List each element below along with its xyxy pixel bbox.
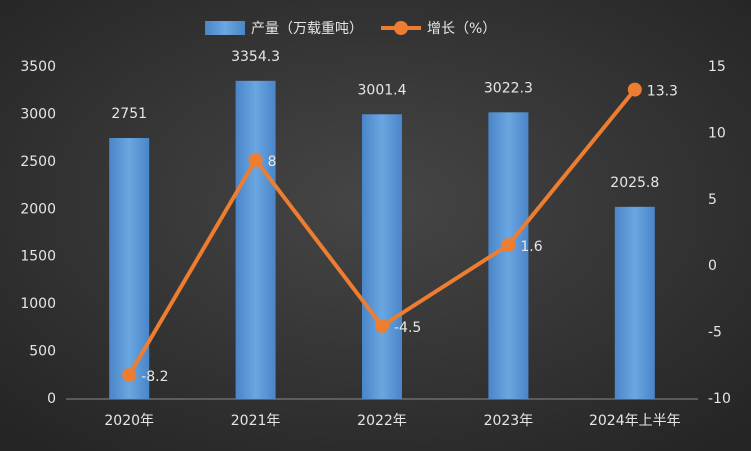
y-tick-label: 2000 xyxy=(20,201,56,217)
bar-value-label: 3354.3 xyxy=(231,49,280,65)
x-tick-label: 2024年上半年 xyxy=(589,413,681,429)
y2-tick-label: 15 xyxy=(708,59,726,75)
legend-label: 增长（%） xyxy=(427,21,496,37)
legend-marker xyxy=(394,21,408,35)
bar xyxy=(235,80,276,400)
bar xyxy=(362,114,402,399)
y-tick-label: 0 xyxy=(47,391,56,407)
line-value-label: 13.3 xyxy=(647,84,678,100)
line-value-label: -8.2 xyxy=(141,369,168,385)
x-tick-label: 2022年 xyxy=(357,413,407,429)
bar-value-label: 2025.8 xyxy=(610,175,659,191)
y-tick-label: 3500 xyxy=(20,59,56,75)
y-tick-label: 500 xyxy=(29,344,56,360)
x-tick-label: 2020年 xyxy=(104,413,154,429)
legend-swatch xyxy=(205,21,245,35)
y-tick-label: 3000 xyxy=(20,106,56,122)
bar-value-label: 3022.3 xyxy=(484,80,533,96)
line-marker xyxy=(248,152,263,167)
y2-tick-label: 0 xyxy=(708,258,717,274)
bar-value-label: 3001.4 xyxy=(358,82,407,98)
line-value-label: 1.6 xyxy=(520,239,542,255)
bar xyxy=(614,206,655,399)
line-marker xyxy=(122,368,137,383)
bar xyxy=(109,138,150,399)
line-value-label: 8 xyxy=(268,154,277,170)
line-marker xyxy=(627,82,642,97)
line-marker xyxy=(375,318,389,333)
x-tick-label: 2023年 xyxy=(484,413,534,429)
y2-tick-label: -5 xyxy=(708,325,722,341)
legend-label: 产量（万载重吨） xyxy=(251,21,363,37)
y2-tick-label: 10 xyxy=(708,125,726,141)
line-marker xyxy=(501,237,516,252)
x-tick-label: 2021年 xyxy=(231,413,281,429)
y-tick-label: 1500 xyxy=(20,249,56,265)
y2-tick-label: 5 xyxy=(708,192,717,208)
y2-tick-label: -10 xyxy=(708,391,731,407)
y-tick-label: 1000 xyxy=(20,296,56,312)
y-tick-label: 2500 xyxy=(20,154,56,170)
bar-value-label: 2751 xyxy=(111,106,147,122)
line-value-label: -4.5 xyxy=(394,320,421,336)
